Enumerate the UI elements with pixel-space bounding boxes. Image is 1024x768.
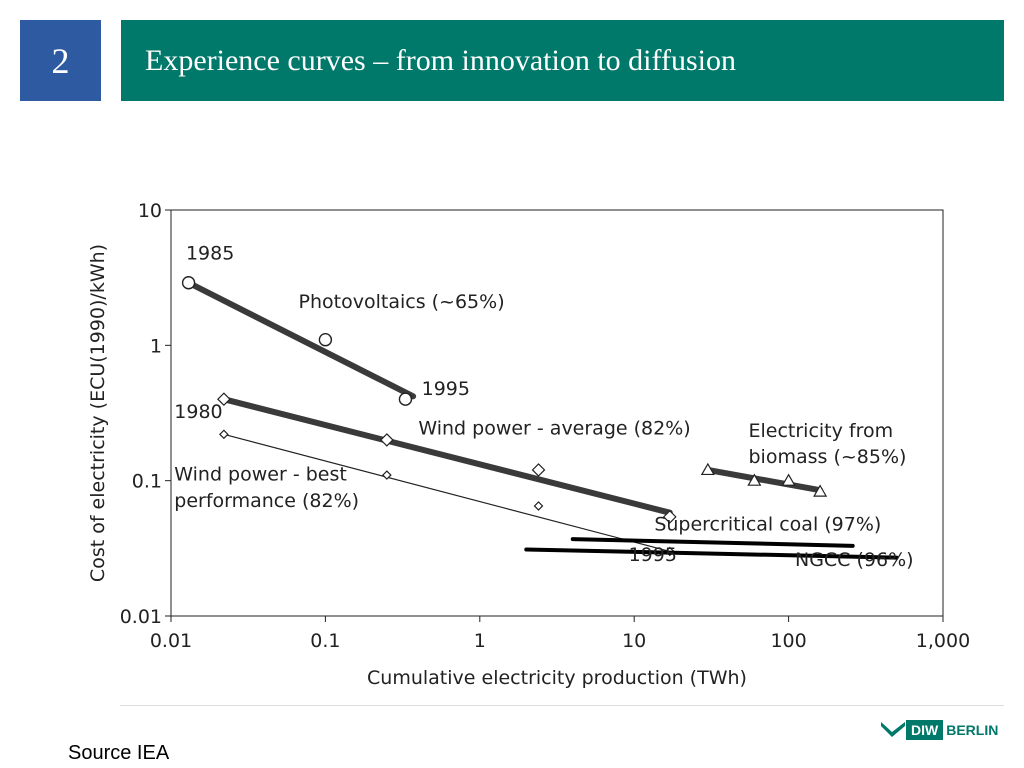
point-wind-power-best-performance-82 bbox=[381, 470, 392, 480]
point-wind-power-average-82 bbox=[379, 433, 394, 447]
annotation-1995: 1995 bbox=[422, 378, 470, 400]
annotation-wind-power-best: Wind power - best bbox=[174, 464, 347, 486]
plot-frame bbox=[170, 209, 944, 617]
diw-berlin-logo: DIW BERLIN bbox=[880, 718, 998, 742]
annotation-1980: 1980 bbox=[174, 401, 222, 423]
chart-series bbox=[181, 276, 899, 560]
point-photovoltaics-65 bbox=[318, 333, 333, 347]
trend-line-photovoltaics-65 bbox=[185, 279, 417, 400]
chart-axes: 0.01 0.1 1 10 100 1,000 0.01 0.1 1 10 bbox=[120, 200, 971, 652]
annotation-ngcc-96: NGCC (96%) bbox=[795, 549, 914, 571]
y-tick-label: 0.1 bbox=[132, 471, 162, 493]
point-electricity-from-biomass-85 bbox=[781, 473, 796, 486]
point-wind-power-average-82 bbox=[662, 510, 677, 524]
footer-divider bbox=[120, 705, 1004, 706]
y-axis-label: Cost of electricity (ECU(1990)/kWh) bbox=[87, 244, 109, 582]
annotation-1985: 1985 bbox=[186, 243, 234, 265]
annotation-wind-power-average-82: Wind power - average (82%) bbox=[418, 417, 690, 439]
y-tick-label: 0.01 bbox=[120, 606, 162, 628]
point-wind-power-best-performance-82 bbox=[219, 429, 229, 440]
x-tick-label: 0.01 bbox=[150, 630, 192, 652]
source-note: Source IEA bbox=[68, 742, 170, 764]
point-electricity-from-biomass-85 bbox=[813, 484, 828, 497]
point-wind-power-average-82 bbox=[217, 392, 231, 407]
chart-annotations: 1985 1995 1980 1995 Photovoltaics (~65%) Wind… bbox=[174, 243, 913, 571]
x-tick-label: 10 bbox=[622, 630, 646, 652]
title-bar: Experience curves – from innovation to d… bbox=[121, 20, 1004, 101]
x-axis-label: Cumulative electricity production (TWh) bbox=[367, 667, 747, 689]
annotation-supercritical-coal-97: Supercritical coal (97%) bbox=[654, 513, 881, 535]
point-photovoltaics-65 bbox=[181, 276, 196, 290]
trend-line-supercritical-coal-97 bbox=[570, 537, 855, 548]
slide-title: Experience curves – from innovation to d… bbox=[145, 43, 736, 77]
point-wind-power-best-performance-82 bbox=[533, 501, 544, 511]
point-wind-power-average-82 bbox=[531, 463, 546, 477]
trend-line-ngcc-96 bbox=[524, 547, 899, 560]
x-tick-label: 0.1 bbox=[310, 630, 340, 652]
trend-line-electricity-from-biomass-85 bbox=[704, 466, 824, 494]
logo-badge: DIW bbox=[906, 720, 944, 740]
annotation-1995: 1995 bbox=[629, 544, 677, 566]
point-electricity-from-biomass-85 bbox=[700, 462, 715, 476]
checkmark-icon bbox=[881, 722, 905, 737]
x-tick-label: 1,000 bbox=[916, 630, 970, 652]
y-tick-label: 1 bbox=[150, 335, 162, 357]
point-photovoltaics-65 bbox=[398, 392, 413, 406]
y-tick-label: 10 bbox=[138, 200, 162, 222]
x-tick-label: 100 bbox=[770, 630, 806, 652]
x-tick-label: 1 bbox=[474, 630, 486, 652]
annotation-photovoltaics-65: Photovoltaics (~65%) bbox=[299, 291, 505, 313]
trend-line-wind-power-average-82 bbox=[220, 396, 673, 516]
trend-line-wind-power-best-performance-82 bbox=[223, 433, 671, 553]
logo-text: BERLIN bbox=[946, 722, 999, 738]
annotation-biomass-85: biomass (~85%) bbox=[749, 446, 907, 468]
point-electricity-from-biomass-85 bbox=[747, 473, 762, 486]
annotation-electricity-from: Electricity from bbox=[749, 420, 894, 442]
annotation-performance-82: performance (82%) bbox=[174, 490, 359, 512]
slide-number: 2 bbox=[20, 20, 101, 101]
